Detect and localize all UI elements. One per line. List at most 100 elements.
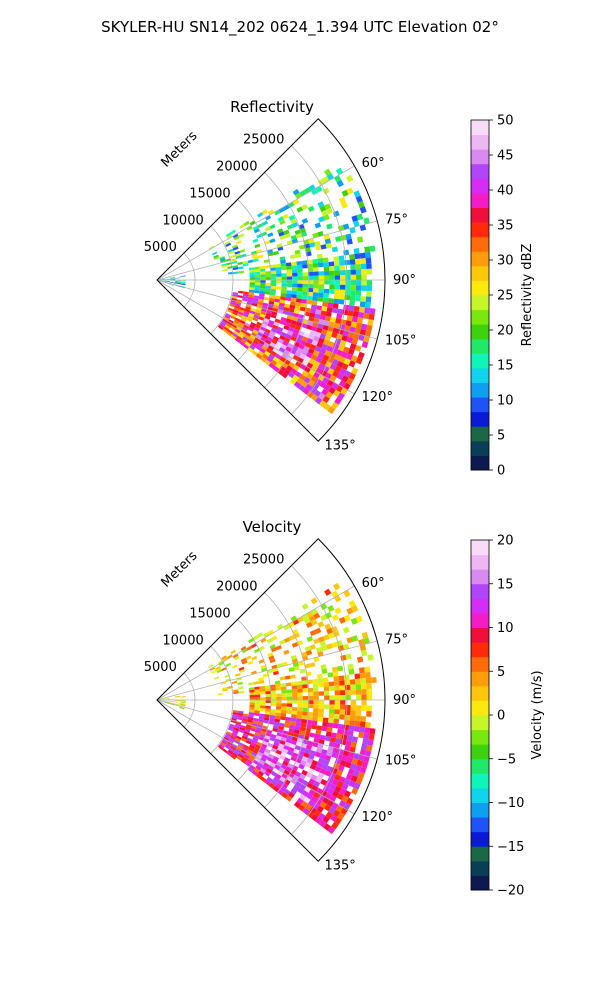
radar-gate [333, 298, 340, 304]
radar-gate [302, 700, 309, 704]
radar-gate [360, 743, 368, 751]
radar-gate [295, 780, 302, 788]
radar-gate [339, 260, 345, 266]
radar-gate [280, 709, 287, 714]
radar-gate [268, 362, 276, 369]
radar-gate [343, 719, 350, 726]
radar-gate [340, 739, 347, 746]
radar-gate [264, 714, 271, 718]
radar-gate [240, 338, 247, 344]
radar-gate [257, 331, 264, 337]
radar-gate [269, 714, 276, 719]
radar-gate [222, 318, 229, 323]
radar-gate [302, 264, 308, 269]
radar-gate [301, 370, 309, 377]
radar-gate [331, 401, 339, 410]
radar-gate [286, 706, 293, 711]
radar-gate [337, 665, 344, 672]
radar-gate [227, 329, 234, 335]
radar-gate [301, 336, 309, 342]
colorbar-segment [471, 744, 489, 760]
radar-gate [234, 328, 241, 334]
radar-gate [264, 359, 271, 366]
radar-gate [348, 780, 356, 788]
radar-gate [254, 274, 261, 278]
radar-gate [322, 257, 329, 263]
colorbar-segment [471, 251, 489, 267]
radar-gate [259, 265, 266, 270]
radar-gate [310, 393, 319, 402]
radar-gate [340, 275, 346, 280]
radar-gate [273, 304, 279, 310]
radar-gate [318, 275, 325, 280]
radar-gate [334, 690, 341, 696]
radar-gate [283, 368, 291, 376]
radar-gate [234, 305, 241, 310]
radar-gate [237, 714, 243, 719]
radar-gate [264, 339, 272, 345]
radar-gate [328, 806, 336, 815]
radar-gate [235, 303, 241, 308]
radar-gate [346, 735, 353, 742]
radar-gate [298, 730, 305, 736]
radar-gate [306, 758, 314, 764]
radar-gate [322, 395, 330, 404]
radar-gate [333, 742, 341, 749]
radar-gate [248, 682, 254, 686]
radar-gate [272, 785, 280, 793]
radar-gate [237, 681, 243, 686]
radar-gate [267, 344, 275, 351]
radar-gate [164, 277, 170, 279]
radar-gate [349, 763, 357, 771]
radar-gate [361, 631, 369, 639]
radar-gate [313, 280, 319, 285]
radar-gate [243, 744, 250, 750]
radar-gate [326, 345, 333, 353]
radar-gate [280, 713, 287, 717]
radar-gate [323, 681, 329, 687]
radar-gate [353, 248, 360, 255]
radar-gate [246, 759, 253, 765]
radar-gate [321, 343, 328, 351]
radar-gate [270, 779, 278, 786]
radar-gate [252, 749, 259, 755]
radar-gate [225, 322, 232, 328]
radar-gate [254, 243, 261, 249]
radar-gate [318, 288, 324, 294]
colorbar-segment [471, 120, 489, 136]
radar-gate [235, 301, 242, 305]
radar-gate [243, 310, 250, 316]
radar-gate [261, 209, 268, 215]
radar-gate [356, 280, 362, 286]
radar-gate [286, 290, 292, 295]
radar-gate [361, 285, 367, 291]
radar-gate [290, 368, 298, 375]
radar-gate [315, 245, 322, 251]
radar-gate [349, 715, 356, 721]
radar-gate [299, 373, 307, 381]
radar-gate [284, 233, 291, 239]
radar-gate [350, 274, 357, 280]
radar-gate [355, 683, 362, 690]
radar-gate [366, 744, 373, 752]
radar-gate [297, 700, 303, 704]
radar-gate [293, 381, 301, 389]
radar-gate [341, 363, 349, 371]
radar-gate [293, 328, 300, 335]
radar-gate [222, 688, 228, 692]
radar-gate [334, 275, 341, 280]
radar-gate [265, 277, 271, 280]
radar-gate [223, 736, 230, 742]
radar-gate [312, 678, 318, 684]
radar-gate [354, 327, 361, 335]
radar-gate [361, 274, 367, 280]
radar-gate [175, 696, 181, 698]
radar-gate [323, 168, 332, 176]
radar-gate [248, 714, 254, 718]
radar-gate [317, 262, 324, 268]
radar-gate [255, 754, 262, 760]
radial-tick-label: 15000 [189, 186, 230, 201]
radar-gate [280, 316, 287, 322]
reflectivity-data-layer [159, 167, 376, 415]
radar-gate [317, 678, 324, 684]
